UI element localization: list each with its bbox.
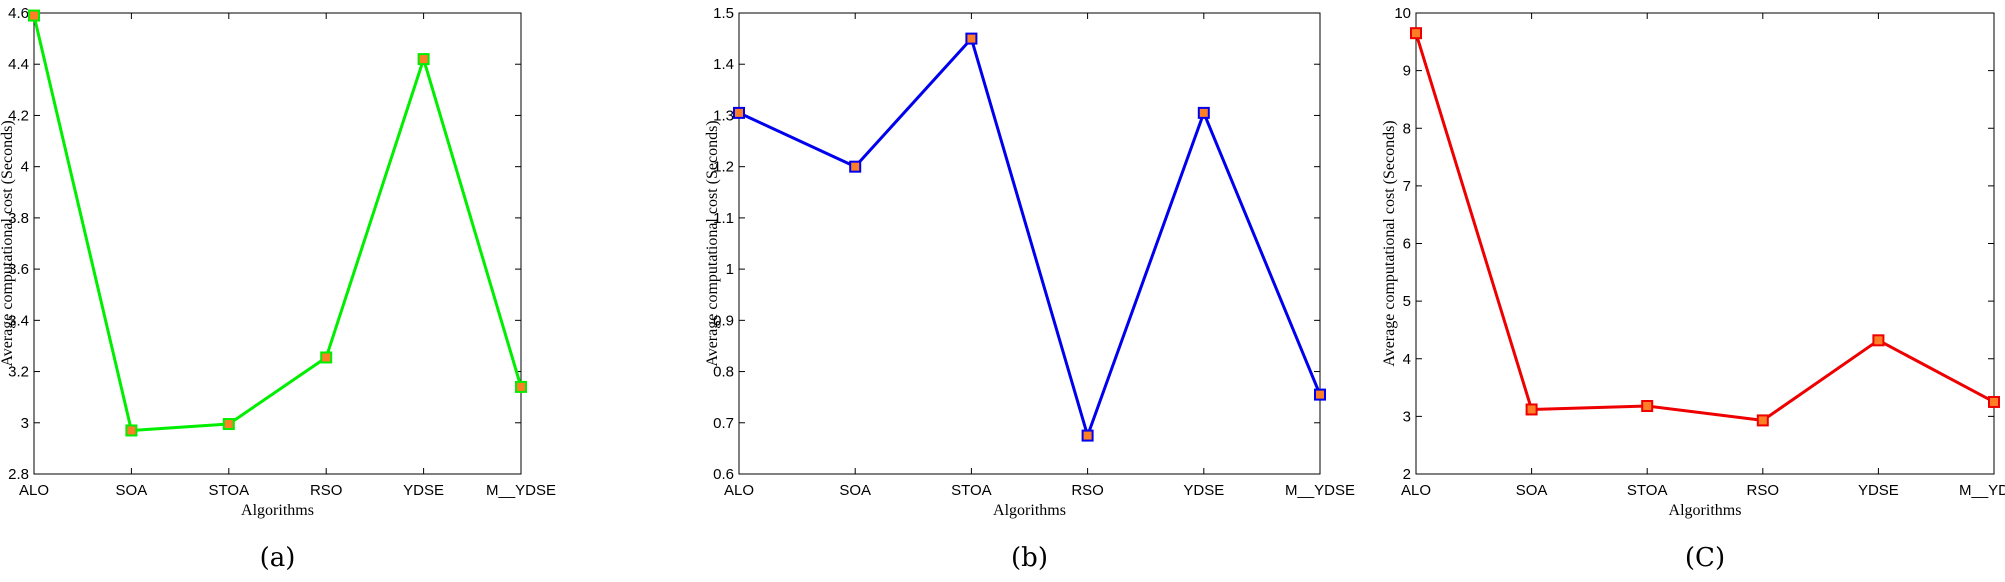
y-axis-label: Average computational cost (Seconds) (0, 120, 16, 366)
chart-b: 0.6 0.7 0.8 0.9 1 1.1 1.2 1.3 1.4 1.5 ALO SOA STOA RS… (704, 5, 1355, 573)
data-point (849, 160, 862, 173)
y-tick-label: 4 (21, 159, 29, 176)
x-tick-label: SOA (839, 482, 871, 499)
chart-a: 2.8 3 3.2 3.4 3.6 3.8 4 4.2 4.4 4.6 ALO SOA STOA RSO Y… (0, 5, 556, 573)
y-tick-label: 7 (1403, 178, 1411, 195)
x-tick-label: M__YDSE (1959, 482, 2005, 499)
data-point (515, 380, 527, 393)
x-tick-label: RSO (1747, 482, 1780, 499)
y-tick-label: 2.8 (8, 466, 29, 483)
y-tick-label: 2 (1403, 466, 1411, 483)
x-tick-label: ALO (19, 482, 49, 499)
data-point (28, 9, 40, 22)
y-tick-label: 10 (1394, 5, 1411, 22)
y-tick-label: 1.4 (713, 56, 734, 73)
data-point (1314, 388, 1326, 401)
data-point (1410, 27, 1422, 40)
x-axis-label: Algorithms (241, 502, 314, 519)
y-tick-label: 5 (1403, 293, 1411, 310)
x-axis-label: Algorithms (1669, 502, 1742, 519)
y-axis-label: Average computational cost (Seconds) (704, 120, 721, 366)
caption: (a) (260, 543, 296, 573)
x-tick-label: ALO (1401, 482, 1431, 499)
data-point (320, 351, 333, 364)
chart-c: 2 3 4 5 6 7 8 9 10 ALO SOA STOA RSO YDSE M__YDSE Algori… (1381, 5, 2005, 573)
data-point (733, 106, 745, 119)
data-point (125, 424, 138, 437)
y-tick-label: 1.2 (713, 159, 734, 176)
y-tick-label: 1.5 (713, 5, 734, 22)
data-point (1756, 414, 1769, 427)
x-tick-label: M__YDSE (1285, 482, 1355, 499)
y-tick-label: 3.2 (8, 364, 29, 381)
series-line (1414, 32, 1995, 422)
data-point (417, 53, 430, 66)
data-point (1988, 395, 2000, 408)
y-axis-label: Average computational cost (Seconds) (1381, 120, 1398, 366)
data-point (222, 418, 235, 431)
series-line (738, 37, 1322, 438)
caption: (b) (1011, 543, 1048, 573)
x-tick-label: YDSE (1183, 482, 1224, 499)
y-tick-label: 4.4 (8, 56, 29, 73)
x-tick-label: STOA (951, 482, 992, 499)
data-point (1641, 400, 1654, 413)
data-point (1081, 429, 1094, 442)
plot-frame (1415, 12, 1995, 475)
data-point (1525, 403, 1538, 416)
x-tick-label: SOA (116, 482, 148, 499)
y-tick-label: 1 (726, 261, 734, 278)
x-tick-label: STOA (209, 482, 250, 499)
x-tick-label: ALO (724, 482, 754, 499)
x-axis-label: Algorithms (993, 502, 1066, 519)
caption: (C) (1685, 543, 1725, 573)
x-tick-label: RSO (1071, 482, 1104, 499)
x-tick-label: YDSE (1858, 482, 1899, 499)
y-tick-label: 3 (21, 415, 29, 432)
y-tick-label: 3.8 (8, 210, 29, 227)
x-tick-label: M__YDSE (486, 482, 556, 499)
y-tick-label: 4.2 (8, 107, 29, 124)
x-tick-label: SOA (1516, 482, 1548, 499)
y-tick-label: 0.7 (713, 415, 734, 432)
data-point (965, 32, 978, 45)
y-tick-label: 4 (1403, 351, 1411, 368)
data-point (1872, 334, 1885, 347)
plot-frame (738, 12, 1321, 475)
y-tick-label: 3 (1403, 408, 1411, 425)
data-point (1197, 106, 1210, 119)
y-tick-label: 1.1 (713, 210, 734, 227)
x-tick-label: STOA (1627, 482, 1668, 499)
y-tick-label: 3.4 (8, 312, 29, 329)
y-tick-label: 0.9 (713, 312, 734, 329)
plot-frame (33, 12, 522, 475)
y-tick-label: 3.6 (8, 261, 29, 278)
y-tick-label: 1.3 (713, 107, 734, 124)
y-tick-label: 4.6 (8, 5, 29, 22)
y-tick-label: 9 (1403, 63, 1411, 80)
y-tick-label: 0.8 (713, 364, 734, 381)
y-tick-label: 6 (1403, 236, 1411, 253)
y-tick-label: 0.6 (713, 466, 734, 483)
x-tick-label: YDSE (403, 482, 444, 499)
y-tick-label: 8 (1403, 120, 1411, 137)
series-line (32, 15, 523, 432)
x-tick-label: RSO (310, 482, 343, 499)
